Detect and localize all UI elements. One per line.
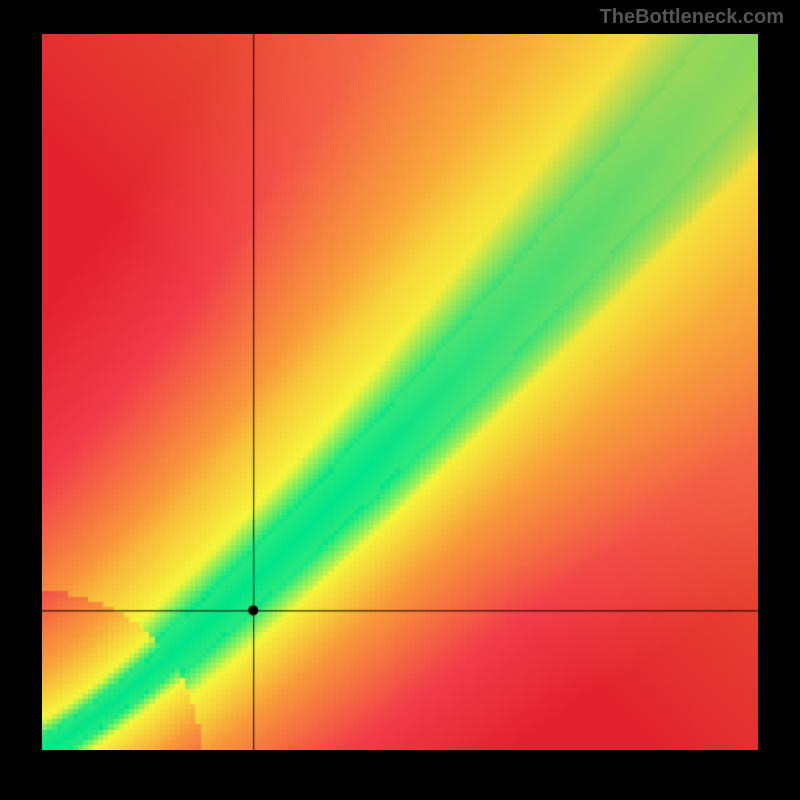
chart-container: TheBottleneck.com — [0, 0, 800, 800]
heatmap-plot — [42, 34, 758, 750]
watermark-label: TheBottleneck.com — [600, 6, 784, 29]
